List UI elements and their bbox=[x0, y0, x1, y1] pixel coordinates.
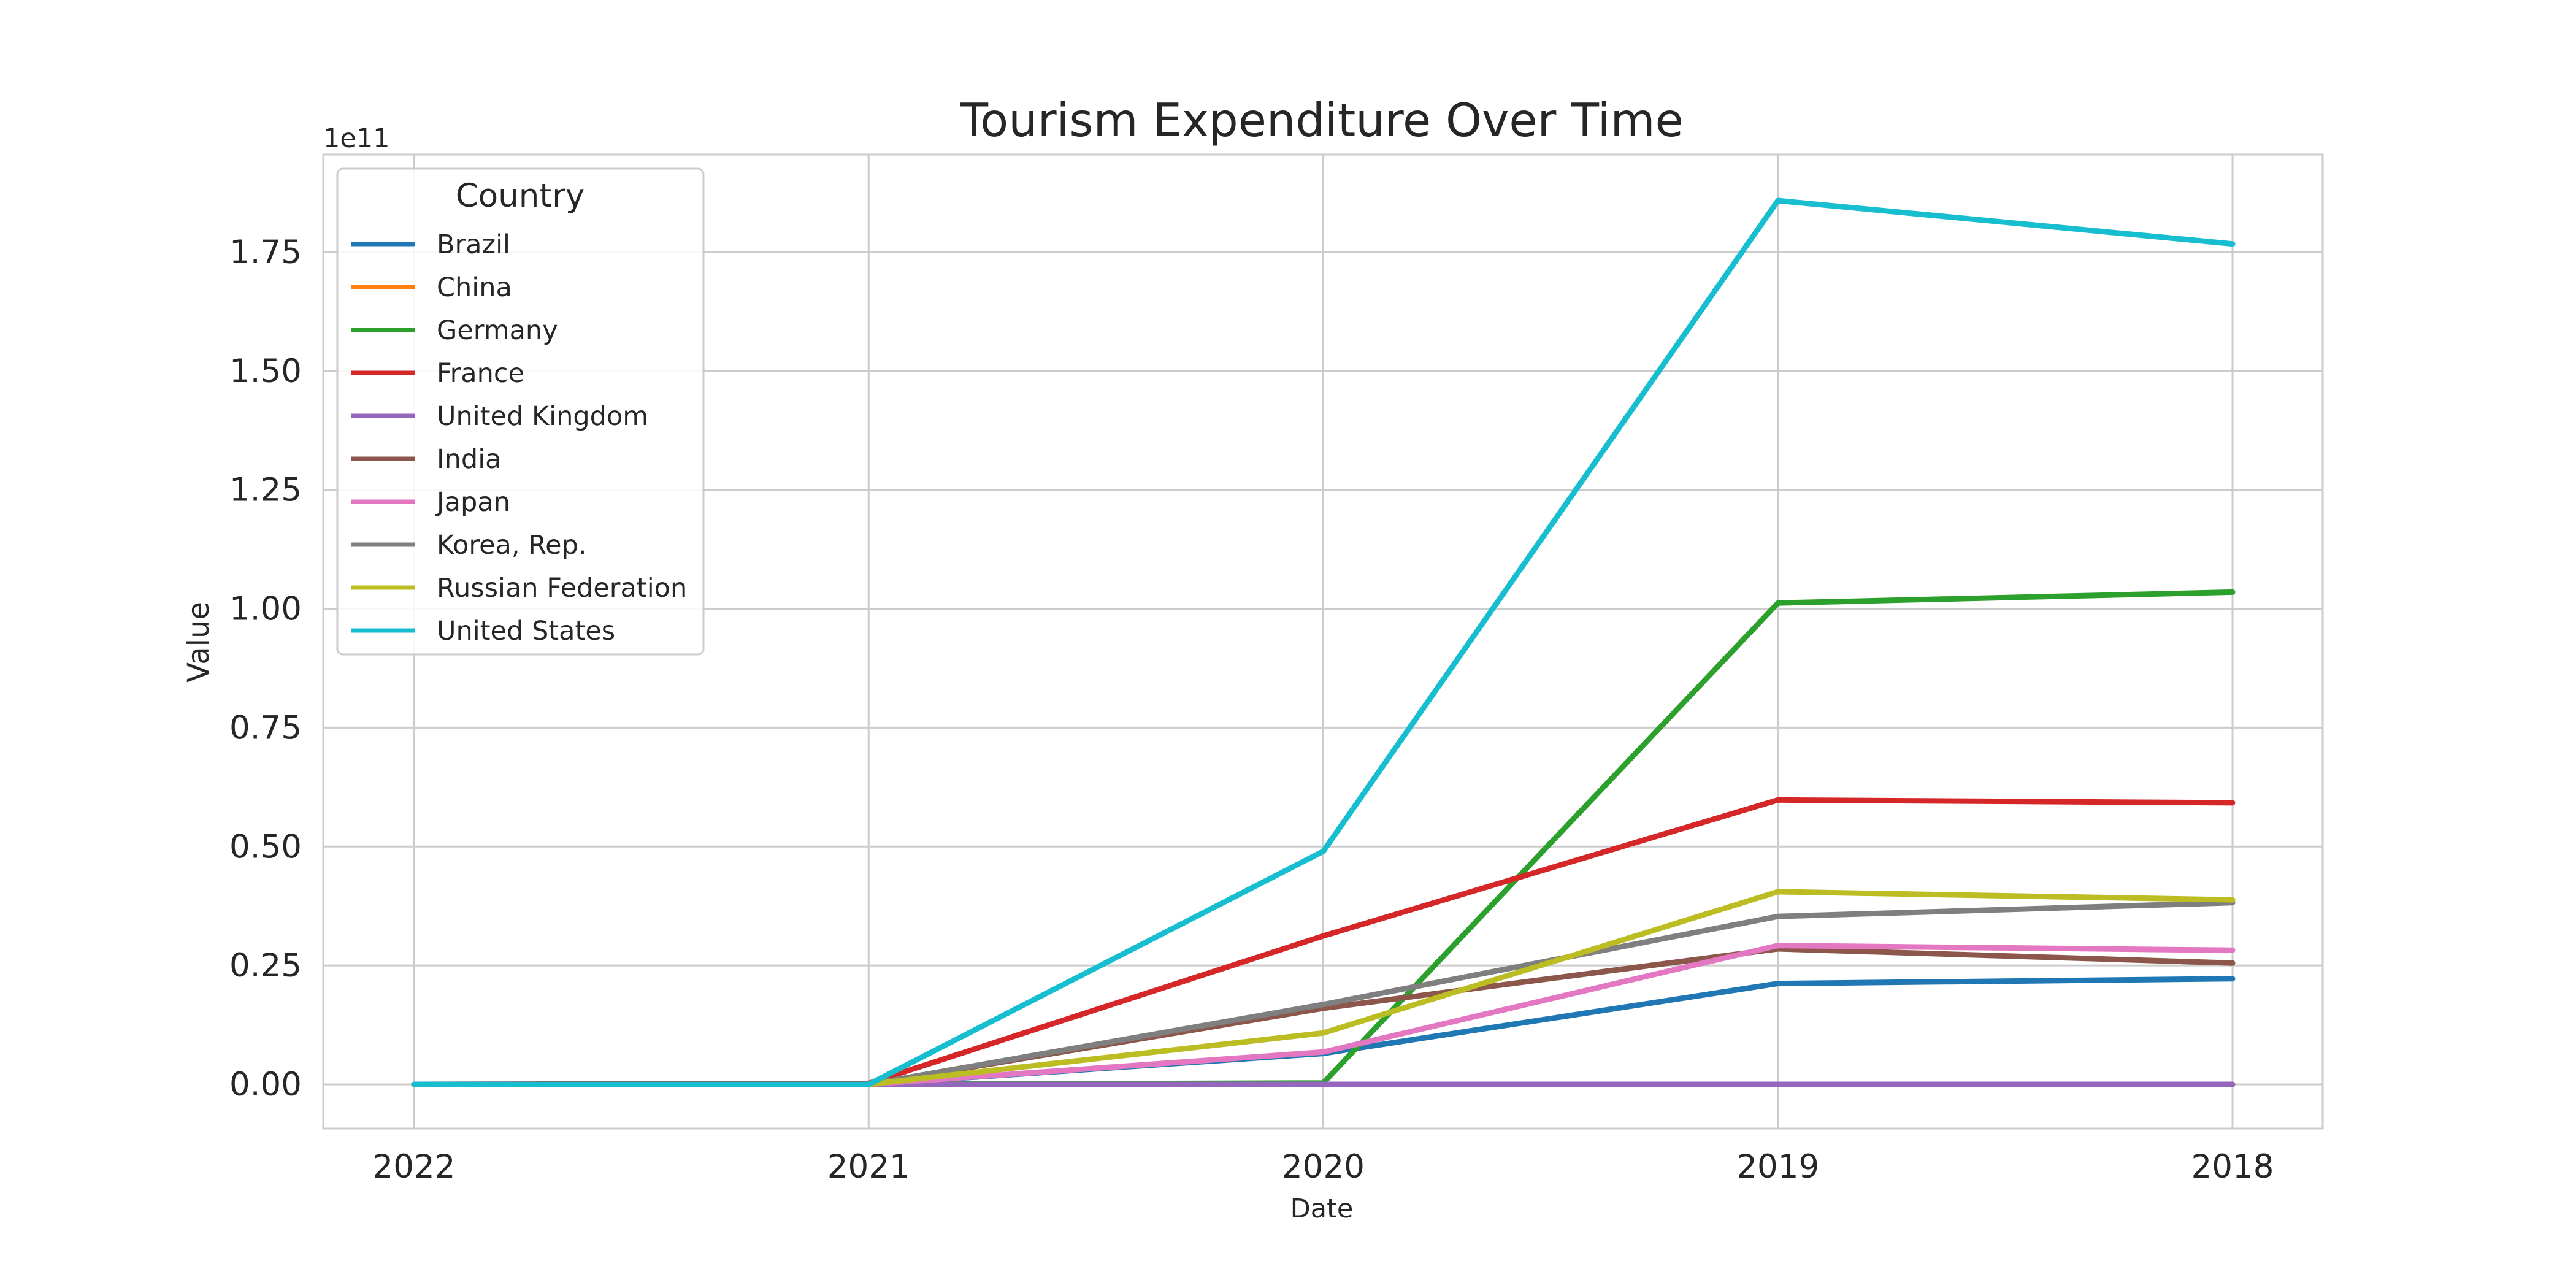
legend-item: China bbox=[351, 272, 512, 303]
legend-item: India bbox=[351, 444, 502, 475]
legend-item: Germany bbox=[351, 315, 558, 346]
x-tick-label: 2019 bbox=[1736, 1148, 1819, 1186]
legend-label: Germany bbox=[437, 315, 558, 346]
legend-label: United States bbox=[437, 616, 615, 646]
legend-item: United States bbox=[351, 616, 615, 646]
y-offset-label: 1e11 bbox=[323, 123, 390, 154]
legend-label: Brazil bbox=[437, 229, 510, 260]
series-lines bbox=[411, 197, 2236, 1087]
y-tick-label: 1.00 bbox=[229, 591, 302, 628]
y-axis-ticks: 0.00 0.25 0.50 0.75 1.00 1.25 1.50 1.75 bbox=[229, 234, 302, 1103]
y-tick-label: 1.50 bbox=[229, 353, 302, 390]
y-tick-label: 0.00 bbox=[229, 1066, 302, 1103]
legend-item: Russian Federation bbox=[351, 573, 687, 604]
legend-item: United Kingdom bbox=[351, 401, 648, 432]
plot-frame bbox=[322, 153, 2324, 1130]
legend-label: Korea, Rep. bbox=[437, 530, 587, 561]
y-tick-label: 0.50 bbox=[229, 828, 302, 865]
x-tick-label: 2022 bbox=[373, 1148, 456, 1186]
x-tick-label: 2018 bbox=[2191, 1148, 2274, 1186]
legend-items: Brazil China Germany France United Kingdom In… bbox=[351, 229, 687, 646]
legend-title: Country bbox=[456, 177, 585, 215]
legend-label: China bbox=[437, 272, 512, 303]
chart-title: Tourism Expenditure Over Time bbox=[959, 93, 1684, 147]
y-tick-label: 1.25 bbox=[229, 472, 302, 509]
legend-item: Korea, Rep. bbox=[351, 530, 587, 561]
y-tick-label: 0.75 bbox=[229, 709, 302, 746]
legend-label: India bbox=[437, 444, 502, 475]
legend: Country Brazil China Germany France United K… bbox=[336, 167, 705, 656]
legend-item: Japan bbox=[351, 487, 510, 518]
legend-item: France bbox=[351, 358, 524, 389]
series-line-united-states bbox=[411, 197, 2236, 1087]
y-axis-label: Value bbox=[182, 602, 216, 683]
legend-box bbox=[336, 167, 705, 656]
legend-label: Russian Federation bbox=[437, 573, 687, 604]
x-axis-ticks: 2022 2021 2020 2019 2018 bbox=[373, 1148, 2274, 1186]
legend-label: United Kingdom bbox=[437, 401, 648, 432]
y-tick-label: 0.25 bbox=[229, 947, 302, 984]
legend-label: France bbox=[437, 358, 524, 389]
x-axis-label: Date bbox=[1290, 1194, 1354, 1224]
legend-item: Brazil bbox=[351, 229, 510, 260]
y-tick-label: 1.75 bbox=[229, 234, 302, 271]
x-tick-label: 2020 bbox=[1282, 1148, 1365, 1186]
x-tick-label: 2021 bbox=[827, 1148, 910, 1186]
legend-label: Japan bbox=[435, 487, 510, 518]
